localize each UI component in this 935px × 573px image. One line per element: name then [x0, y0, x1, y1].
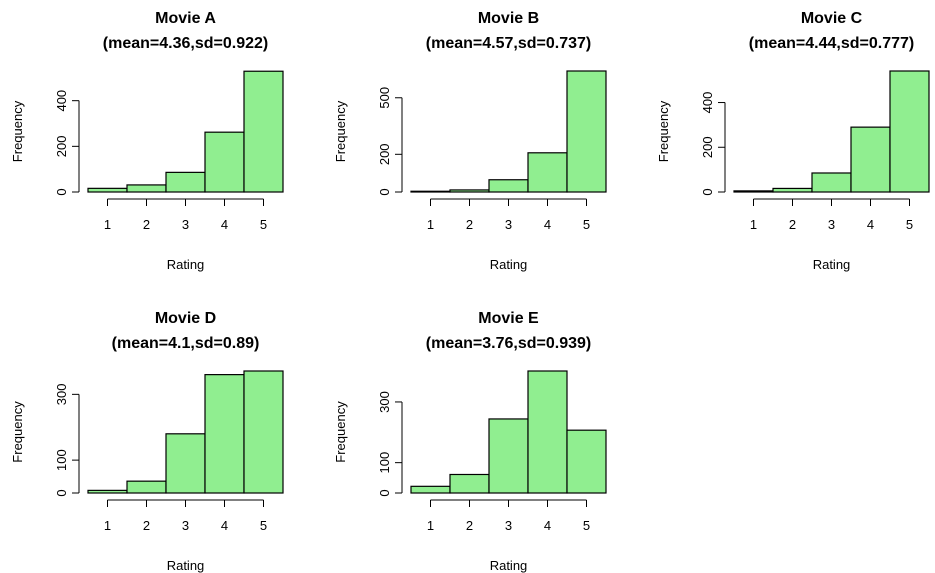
chart-subtitle: (mean=4.44,sd=0.777): [749, 35, 914, 52]
chart-title: Movie C: [801, 10, 863, 27]
y-tick-label: 100: [54, 449, 69, 471]
x-tick-label: 3: [182, 518, 189, 533]
x-tick-label: 3: [828, 217, 835, 232]
x-tick-label: 3: [505, 518, 512, 533]
histogram-bar: [410, 190, 451, 193]
histogram-bar: [566, 429, 607, 494]
x-tick-label: 2: [466, 217, 473, 232]
histogram-panel: Movie D (mean=4.1,sd=0.89) 0 100 300 1 2 3 4 5 Rat…: [10, 310, 284, 573]
y-tick-label: 200: [700, 136, 715, 158]
histogram-bar: [527, 152, 568, 193]
histogram-bar: [126, 184, 167, 193]
chart-title: Movie D: [155, 310, 216, 327]
chart-title: Movie E: [478, 310, 539, 327]
x-tick-label: 2: [789, 217, 796, 232]
histogram-panel: Movie C (mean=4.44,sd=0.777) 0 200 400 1 2 3 4 5 R…: [656, 10, 930, 272]
x-tick-label: 2: [143, 217, 150, 232]
histogram-panel: Movie B (mean=4.57,sd=0.737) 0 200 500 1 2 3 4 5 R…: [333, 10, 607, 272]
histogram-bar: [889, 70, 930, 193]
histogram-bar: [449, 473, 490, 494]
x-tick-label: 1: [104, 217, 111, 232]
histogram-bar: [850, 126, 891, 193]
histogram-bar: [243, 370, 284, 494]
x-tick-label: 5: [583, 217, 590, 232]
chart-subtitle: (mean=4.57,sd=0.737): [426, 35, 591, 52]
chart-title: Movie A: [155, 10, 216, 27]
x-tick-label: 1: [427, 217, 434, 232]
y-axis-label: Frequency: [333, 100, 348, 162]
histogram-bar: [733, 190, 774, 193]
chart-title: Movie B: [478, 10, 539, 27]
histogram-bar: [126, 480, 167, 494]
x-axis-label: Rating: [167, 558, 205, 573]
chart-subtitle: (mean=4.1,sd=0.89): [112, 335, 260, 352]
x-axis-label: Rating: [490, 257, 528, 272]
y-tick-label: 0: [54, 188, 69, 195]
histogram-bar: [165, 171, 206, 193]
x-tick-label: 3: [505, 217, 512, 232]
y-axis-label: Frequency: [10, 401, 25, 463]
histogram-bar: [87, 187, 128, 193]
x-tick-label: 1: [750, 217, 757, 232]
y-axis-label: Frequency: [656, 100, 671, 162]
x-tick-label: 1: [427, 518, 434, 533]
histogram-bar: [811, 172, 852, 193]
x-axis-label: Rating: [813, 257, 851, 272]
x-tick-label: 1: [104, 518, 111, 533]
x-tick-label: 4: [221, 217, 228, 232]
x-tick-label: 5: [260, 518, 267, 533]
histogram-bar: [488, 418, 529, 494]
x-tick-label: 2: [466, 518, 473, 533]
x-tick-label: 3: [182, 217, 189, 232]
y-tick-label: 300: [377, 391, 392, 413]
histogram-bar: [204, 131, 245, 193]
x-tick-label: 4: [544, 217, 551, 232]
y-axis-label: Frequency: [10, 100, 25, 162]
histogram-panel: Movie E (mean=3.76,sd=0.939) 0 100 300 1 2 3 4 5 R…: [333, 310, 607, 573]
y-tick-label: 200: [377, 143, 392, 165]
y-tick-label: 500: [377, 87, 392, 109]
x-tick-label: 4: [867, 217, 874, 232]
x-tick-label: 5: [906, 217, 913, 232]
x-axis-label: Rating: [490, 558, 528, 573]
y-tick-label: 0: [377, 489, 392, 496]
x-tick-label: 4: [221, 518, 228, 533]
chart-subtitle: (mean=4.36,sd=0.922): [103, 35, 268, 52]
x-axis-label: Rating: [167, 257, 205, 272]
y-tick-label: 400: [700, 92, 715, 114]
y-tick-label: 400: [54, 90, 69, 112]
histogram-bar: [772, 187, 813, 193]
y-tick-label: 0: [700, 188, 715, 195]
x-tick-label: 5: [260, 217, 267, 232]
y-tick-label: 0: [377, 188, 392, 195]
x-tick-label: 2: [143, 518, 150, 533]
histogram-bar: [243, 70, 284, 193]
histogram-bar: [87, 489, 128, 494]
y-tick-label: 0: [54, 489, 69, 496]
x-tick-label: 5: [583, 518, 590, 533]
histogram-bar: [488, 179, 529, 193]
y-tick-label: 200: [54, 135, 69, 157]
y-tick-label: 300: [54, 383, 69, 405]
histogram-bar: [165, 433, 206, 494]
y-tick-label: 100: [377, 452, 392, 474]
histogram-bar: [527, 370, 568, 494]
histogram-bar: [449, 189, 490, 193]
histogram-panel: Movie A (mean=4.36,sd=0.922) 0 200 400 1 2 3 4 5 R…: [10, 10, 284, 272]
x-tick-label: 4: [544, 518, 551, 533]
histogram-bar: [566, 70, 607, 193]
histogram-bar: [410, 485, 451, 494]
histogram-bar: [204, 374, 245, 494]
chart-subtitle: (mean=3.76,sd=0.939): [426, 335, 591, 352]
y-axis-label: Frequency: [333, 401, 348, 463]
